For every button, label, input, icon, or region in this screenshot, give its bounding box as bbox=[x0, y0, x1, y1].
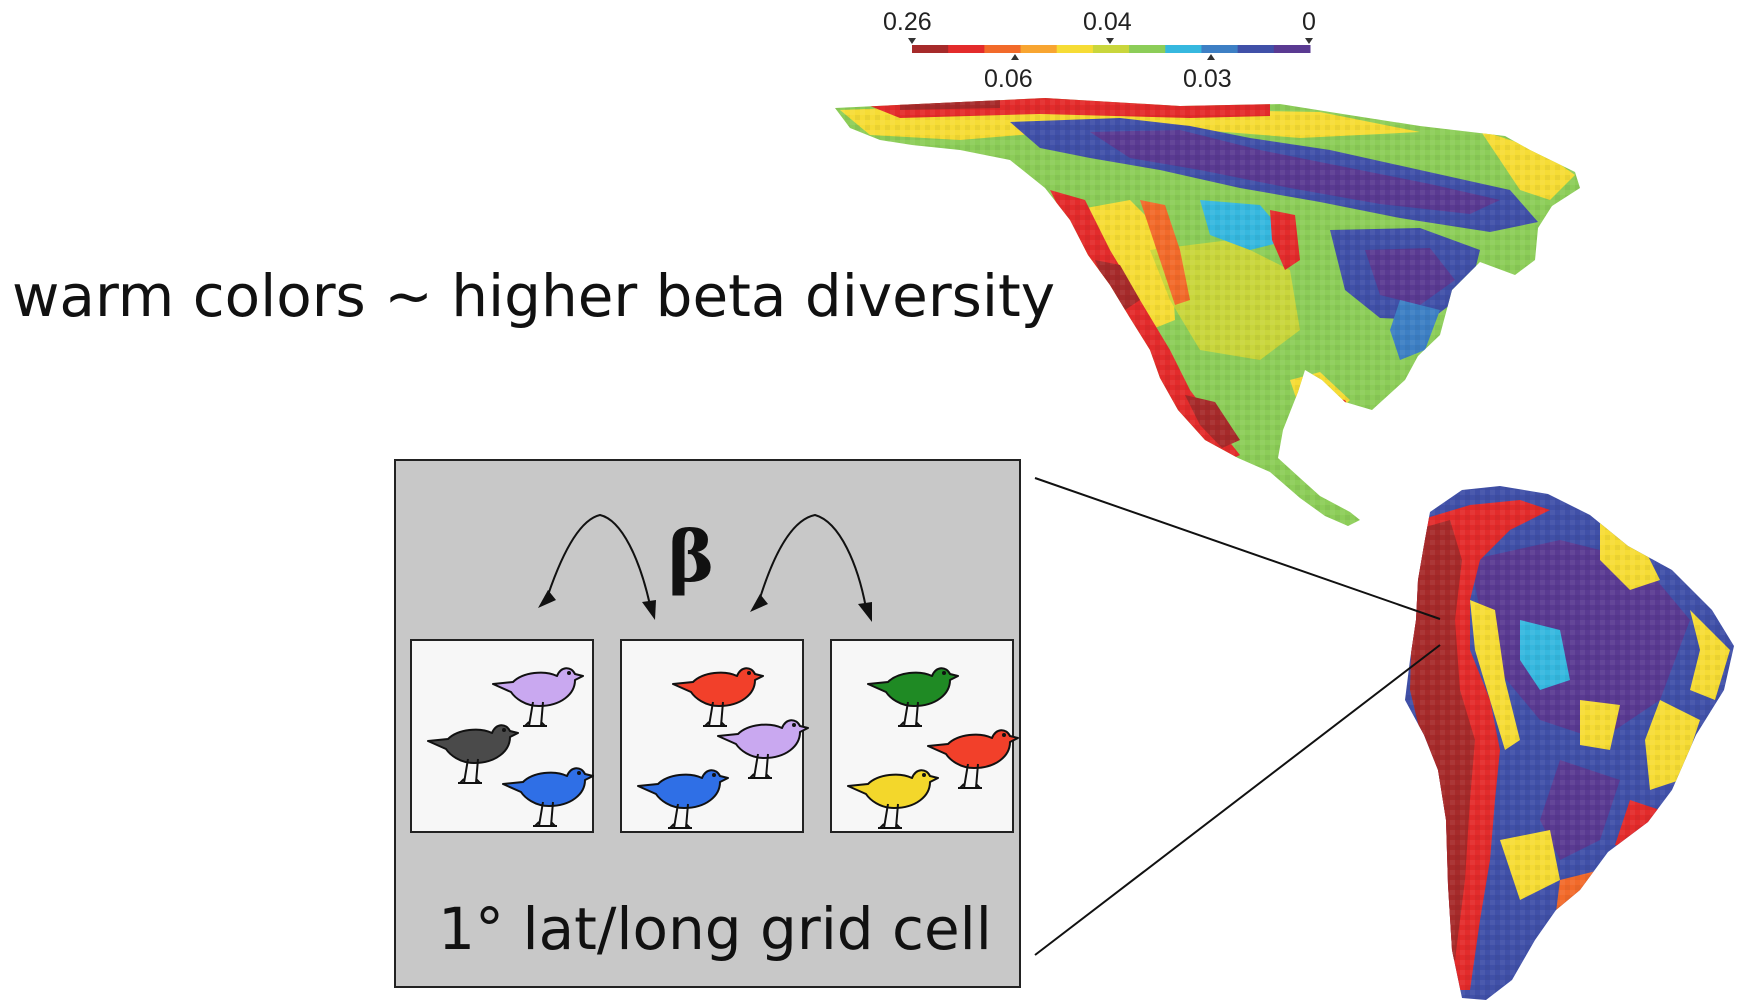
bird-icon bbox=[672, 667, 764, 727]
bird-icon bbox=[492, 667, 584, 727]
legend-color-swatch bbox=[1237, 45, 1275, 53]
community-panel bbox=[830, 639, 1019, 833]
legend-tick-marker bbox=[908, 38, 916, 44]
bird-icon bbox=[502, 767, 594, 827]
bird-icon bbox=[717, 719, 809, 779]
legend-tick-label: 0.26 bbox=[883, 8, 932, 36]
curved-arrow-right bbox=[759, 513, 867, 609]
bird-icon bbox=[427, 724, 519, 784]
community-panel bbox=[620, 639, 809, 833]
beta-symbol: β bbox=[668, 515, 715, 598]
legend-tick-label: 0.06 bbox=[984, 65, 1033, 93]
legend-tick-label: 0.04 bbox=[1083, 8, 1132, 36]
legend-color-swatch bbox=[912, 45, 949, 53]
legend-tick-label: 0.03 bbox=[1183, 65, 1232, 93]
bird-icon bbox=[927, 729, 1019, 789]
legend-color-swatch bbox=[1165, 45, 1202, 53]
grid-cell-caption: 1° lat/long grid cell bbox=[438, 895, 992, 963]
legend-color-swatch bbox=[1056, 45, 1094, 53]
legend-color-segments bbox=[912, 45, 1311, 53]
legend-color-swatch bbox=[984, 45, 1022, 53]
curved-arrow-left bbox=[547, 513, 651, 606]
legend-color-swatch bbox=[1273, 45, 1311, 53]
legend-color-swatch bbox=[1092, 45, 1130, 53]
legend-tick-marker bbox=[1011, 54, 1019, 60]
legend-tick-marker bbox=[1207, 54, 1215, 60]
legend-color-swatch bbox=[1020, 45, 1058, 53]
beta-arrows bbox=[547, 513, 867, 609]
legend-tick-label: 0 bbox=[1302, 8, 1316, 36]
zoom-connector-line bbox=[1034, 644, 1441, 956]
bird-icon bbox=[867, 667, 959, 727]
legend-color-swatch bbox=[948, 45, 985, 53]
arrowhead-icon bbox=[750, 594, 768, 612]
bird-icon bbox=[847, 769, 939, 829]
legend-color-swatch bbox=[1201, 45, 1239, 53]
arrowhead-icon bbox=[538, 590, 556, 608]
color-legend bbox=[908, 38, 1313, 60]
bird-icon bbox=[637, 769, 729, 829]
legend-tick-marker bbox=[1106, 38, 1114, 44]
zoom-connector-line bbox=[1034, 477, 1441, 620]
community-panels bbox=[410, 639, 1019, 833]
legend-color-swatch bbox=[1129, 45, 1166, 53]
headline-text: warm colors ~ higher beta diversity bbox=[12, 262, 1056, 330]
legend-tick-marker bbox=[1305, 38, 1313, 44]
arrow-heads bbox=[538, 590, 872, 622]
community-panel bbox=[410, 639, 594, 833]
arrowhead-icon bbox=[642, 600, 656, 620]
arrowhead-icon bbox=[858, 602, 872, 622]
grid-cell-inset bbox=[394, 459, 1021, 988]
